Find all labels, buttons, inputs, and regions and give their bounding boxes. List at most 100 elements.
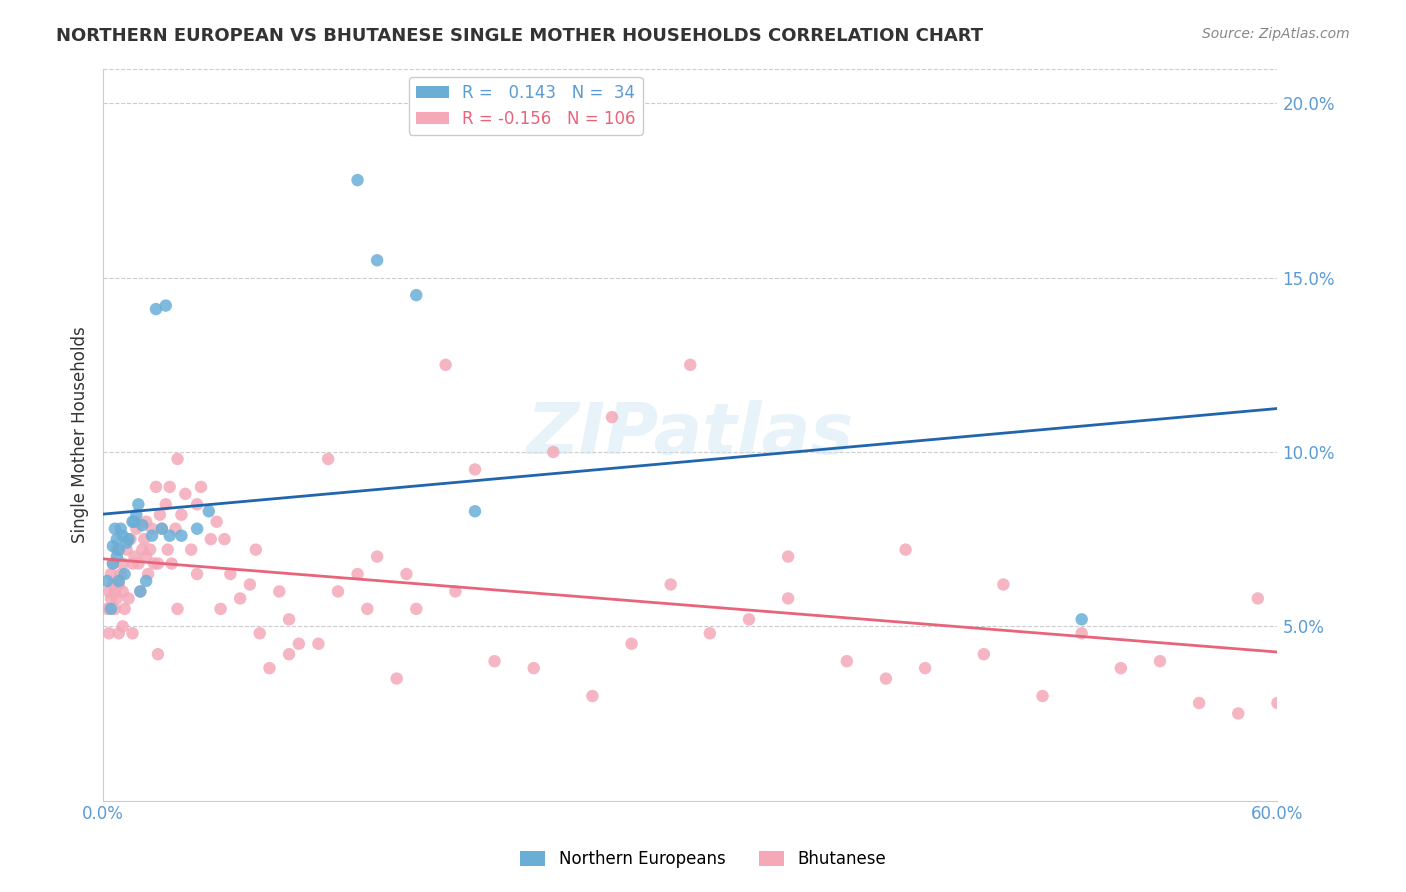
Point	[141, 529, 163, 543]
Point	[111, 529, 134, 543]
Text: ZIPatlas: ZIPatlas	[527, 401, 853, 469]
Point	[98, 626, 121, 640]
Point	[778, 591, 800, 606]
Point	[278, 612, 301, 626]
Point	[124, 549, 146, 564]
Point	[405, 288, 427, 302]
Point	[136, 567, 159, 582]
Point	[229, 591, 252, 606]
Point	[155, 497, 177, 511]
Point	[395, 567, 418, 582]
Point	[121, 515, 143, 529]
Point	[186, 522, 208, 536]
Point	[104, 522, 127, 536]
Point	[914, 661, 936, 675]
Point	[165, 522, 187, 536]
Point	[101, 539, 124, 553]
Point	[245, 542, 267, 557]
Point	[198, 504, 221, 518]
Point	[835, 654, 858, 668]
Point	[146, 647, 169, 661]
Point	[600, 410, 623, 425]
Legend: Northern Europeans, Bhutanese: Northern Europeans, Bhutanese	[513, 844, 893, 875]
Point	[738, 612, 761, 626]
Point	[135, 574, 157, 588]
Point	[135, 549, 157, 564]
Point	[105, 549, 128, 564]
Point	[1227, 706, 1250, 721]
Point	[249, 626, 271, 640]
Text: Source: ZipAtlas.com: Source: ZipAtlas.com	[1202, 27, 1350, 41]
Point	[190, 480, 212, 494]
Point	[259, 661, 281, 675]
Point	[385, 672, 408, 686]
Point	[484, 654, 506, 668]
Point	[155, 299, 177, 313]
Point	[139, 542, 162, 557]
Point	[111, 557, 134, 571]
Point	[679, 358, 702, 372]
Point	[124, 515, 146, 529]
Point	[523, 661, 546, 675]
Point	[146, 557, 169, 571]
Point	[346, 173, 368, 187]
Point	[993, 577, 1015, 591]
Point	[1149, 654, 1171, 668]
Point	[174, 487, 197, 501]
Point	[104, 602, 127, 616]
Point	[134, 532, 156, 546]
Point	[366, 549, 388, 564]
Point	[659, 577, 682, 591]
Point	[105, 532, 128, 546]
Point	[110, 522, 132, 536]
Point	[100, 567, 122, 582]
Point	[1070, 612, 1092, 626]
Point	[159, 529, 181, 543]
Point	[346, 567, 368, 582]
Point	[1188, 696, 1211, 710]
Point	[699, 626, 721, 640]
Point	[156, 542, 179, 557]
Point	[160, 557, 183, 571]
Y-axis label: Single Mother Households: Single Mother Households	[72, 326, 89, 543]
Point	[288, 637, 311, 651]
Point	[111, 584, 134, 599]
Point	[120, 532, 142, 546]
Point	[356, 602, 378, 616]
Point	[150, 522, 173, 536]
Point	[269, 584, 291, 599]
Point	[1247, 591, 1270, 606]
Point	[98, 584, 121, 599]
Point	[105, 542, 128, 557]
Point	[107, 542, 129, 557]
Point	[117, 591, 139, 606]
Point	[205, 515, 228, 529]
Text: NORTHERN EUROPEAN VS BHUTANESE SINGLE MOTHER HOUSEHOLDS CORRELATION CHART: NORTHERN EUROPEAN VS BHUTANESE SINGLE MO…	[56, 27, 983, 45]
Point	[170, 529, 193, 543]
Point	[239, 577, 262, 591]
Point	[141, 522, 163, 536]
Point	[129, 584, 152, 599]
Point	[125, 522, 148, 536]
Point	[100, 602, 122, 616]
Point	[131, 518, 153, 533]
Point	[1267, 696, 1289, 710]
Point	[107, 626, 129, 640]
Point	[1031, 689, 1053, 703]
Point	[219, 567, 242, 582]
Point	[180, 542, 202, 557]
Point	[200, 532, 222, 546]
Point	[111, 619, 134, 633]
Point	[1109, 661, 1132, 675]
Point	[166, 602, 188, 616]
Point	[101, 577, 124, 591]
Point	[159, 480, 181, 494]
Point	[326, 584, 349, 599]
Point	[115, 535, 138, 549]
Point	[115, 542, 138, 557]
Point	[307, 637, 329, 651]
Point	[186, 567, 208, 582]
Point	[170, 508, 193, 522]
Point	[96, 602, 118, 616]
Point	[107, 577, 129, 591]
